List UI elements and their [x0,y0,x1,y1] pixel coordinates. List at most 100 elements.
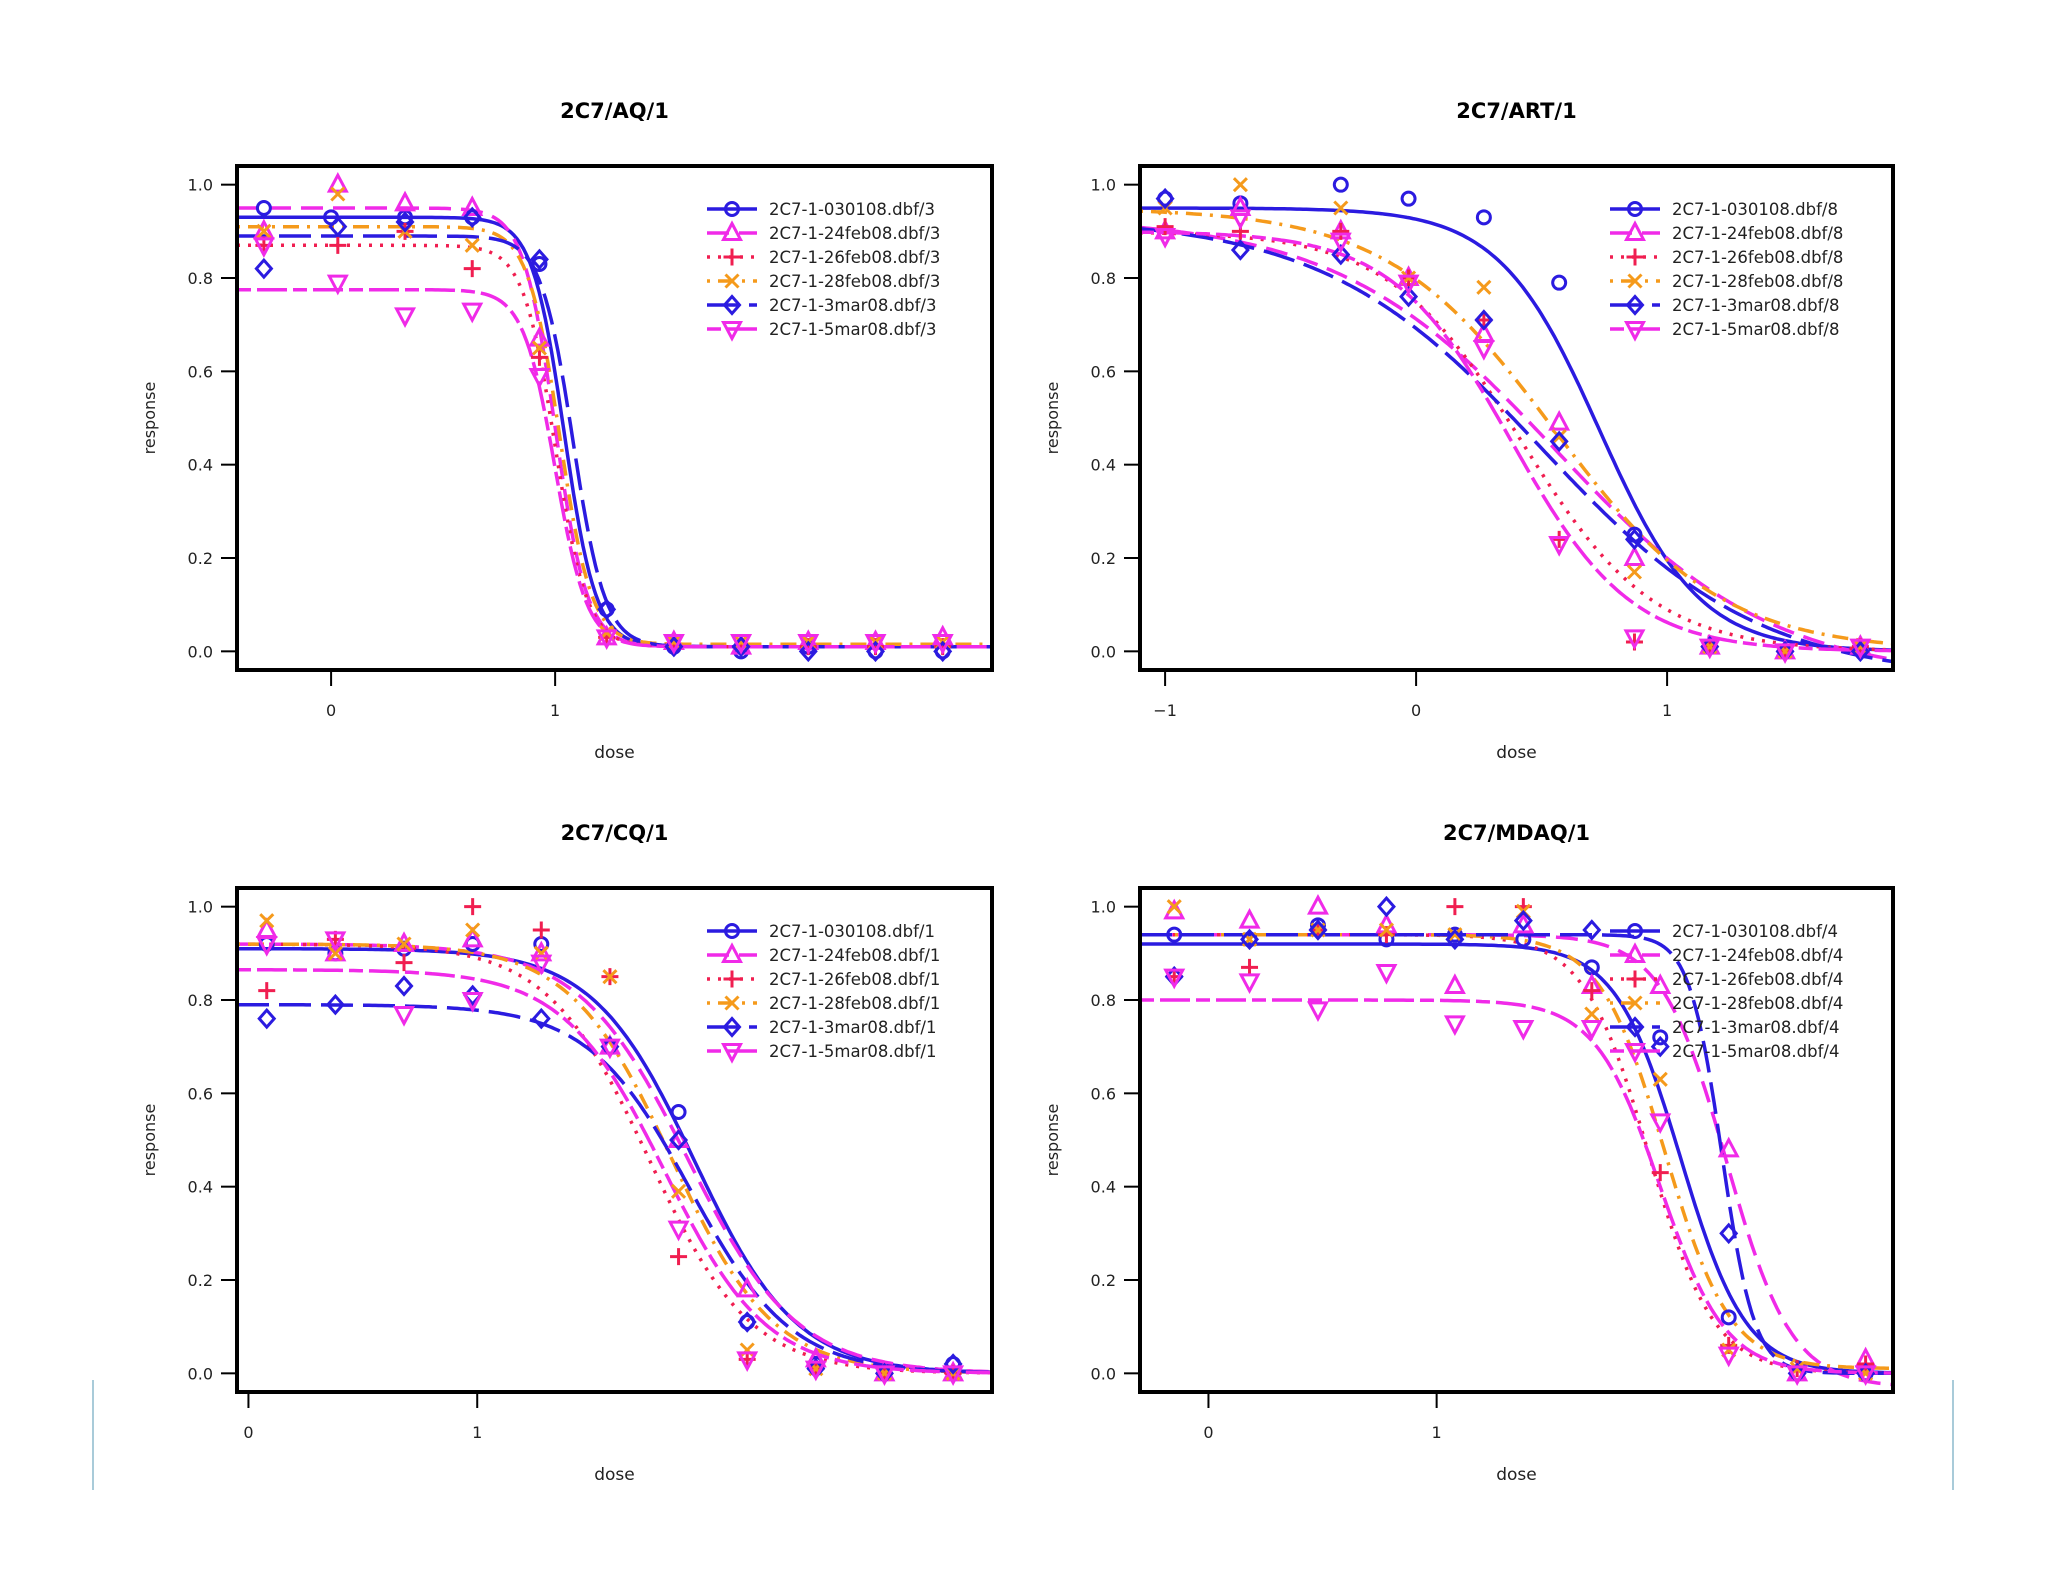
legend-label: 2C7-1-24feb08.dbf/8 [1672,224,1843,243]
y-tick-label: 0.6 [1091,362,1116,381]
data-point [258,982,276,1000]
legend-label: 2C7-1-5mar08.dbf/8 [1672,320,1839,339]
legend-marker [722,294,742,316]
plot-frame [1138,164,1895,672]
legend: 2C7-1-030108.dbf/8 2C7-1-24feb08.dbf/8 2C7… [1610,200,1843,342]
legend-item: 2C7-1-26feb08.dbf/4 [1610,970,1843,989]
fit-curve-2 [1140,225,1893,662]
data-point [529,248,549,271]
data-point [1584,1006,1600,1022]
x-axis-label: dose [1496,1465,1537,1485]
data-point [1397,274,1420,296]
y-tick-label: 1.0 [1091,176,1116,195]
legend-item: 2C7-1-3mar08.dbf/1 [707,1016,936,1038]
data-point [396,936,412,952]
data-point [257,1007,277,1030]
fit-curve-5 [1140,932,1893,1376]
legend-marker [724,201,740,217]
data-point [461,195,484,216]
data-point [1232,177,1248,193]
data-point [1512,1020,1535,1041]
legend-label: 2C7-1-28feb08.dbf/3 [769,272,940,291]
data-points [1163,893,1877,1387]
data-point [1163,898,1186,920]
data-point [1651,1164,1669,1182]
legend-item: 2C7-1-030108.dbf/4 [1610,922,1838,941]
data-point [465,922,481,938]
data-point [1580,1020,1603,1041]
chart-panel-3: 2C7/CQ/1 0.0 0.2 0.4 0.6 0.8 1.0 0 1 dose response… [140,821,994,1485]
data-point [730,634,753,655]
data-point [530,954,553,976]
legend-label: 2C7-1-26feb08.dbf/1 [769,970,940,989]
chart-panel-4: 2C7/MDAQ/1 0.0 0.2 0.4 0.6 0.8 1.0 0 1 dose respon… [1043,821,1895,1485]
data-point [1230,239,1250,261]
legend-label: 2C7-1-030108.dbf/3 [769,200,935,219]
data-point [528,368,551,389]
data-point [395,954,413,972]
data-point [1306,1001,1329,1023]
y-tick-label: 0.2 [188,549,213,568]
data-point [394,975,414,997]
data-point [461,992,484,1013]
data-point [324,931,347,953]
y-axis-label: response [140,382,159,455]
legend-label: 2C7-1-3mar08.dbf/4 [1672,1018,1839,1037]
legend-label: 2C7-1-5mar08.dbf/1 [769,1042,936,1061]
data-point [1378,922,1395,938]
data-point [464,237,480,253]
x-tick-label: 1 [1662,701,1672,720]
data-point [737,1311,757,1333]
data-point [463,260,481,278]
data-point [595,629,618,651]
legend-label: 2C7-1-24feb08.dbf/1 [769,946,940,965]
data-point [531,340,548,356]
x-tick-label: 0 [243,1423,253,1442]
data-point [1443,1015,1466,1037]
x-tick-label: 1 [472,1423,482,1442]
data-point [1623,629,1646,651]
data-point [395,211,415,233]
data-point [1652,1029,1669,1046]
data-point [1238,973,1261,995]
data-point [736,1276,759,1298]
data-point [864,634,887,655]
legend-label: 2C7-1-030108.dbf/1 [769,922,935,941]
data-point [1446,926,1463,943]
fit-curve-2 [237,942,992,1374]
legend-item: 2C7-1-24feb08.dbf/4 [1610,942,1843,965]
legend-marker [724,995,740,1011]
legend-marker [1627,201,1643,217]
data-point [1548,536,1571,557]
y-tick-label: 0.4 [1091,456,1116,475]
data-point [254,257,274,280]
legend-label: 2C7-1-5mar08.dbf/4 [1672,1042,1839,1061]
legend-marker [723,248,741,266]
data-point [394,307,417,329]
legend-item: 2C7-1-3mar08.dbf/3 [707,294,936,316]
legend-marker [1626,970,1644,988]
legend-label: 2C7-1-28feb08.dbf/8 [1672,272,1843,291]
y-tick-label: 0.6 [1091,1084,1116,1103]
y-tick-label: 0.2 [1091,549,1116,568]
data-point [1229,209,1252,231]
data-point [1331,243,1351,266]
data-point [252,237,275,259]
legend-item: 2C7-1-26feb08.dbf/3 [707,248,940,267]
data-point [670,1248,688,1266]
legend-marker [723,970,741,988]
legend: 2C7-1-030108.dbf/1 2C7-1-24feb08.dbf/1 2C7… [707,922,940,1064]
x-axis-label: dose [594,1465,635,1485]
legend-marker [724,273,740,289]
legend-item: 2C7-1-030108.dbf/1 [707,922,935,941]
fit-curve-4 [237,942,992,1375]
legend-marker [724,923,740,939]
data-point [1551,429,1567,445]
data-point [1650,1035,1670,1058]
y-tick-label: 1.0 [1091,898,1116,917]
data-point [255,917,278,938]
legend-marker [721,942,743,963]
data-point [943,1353,963,1375]
data-point [1443,973,1466,994]
data-point [1333,200,1349,216]
